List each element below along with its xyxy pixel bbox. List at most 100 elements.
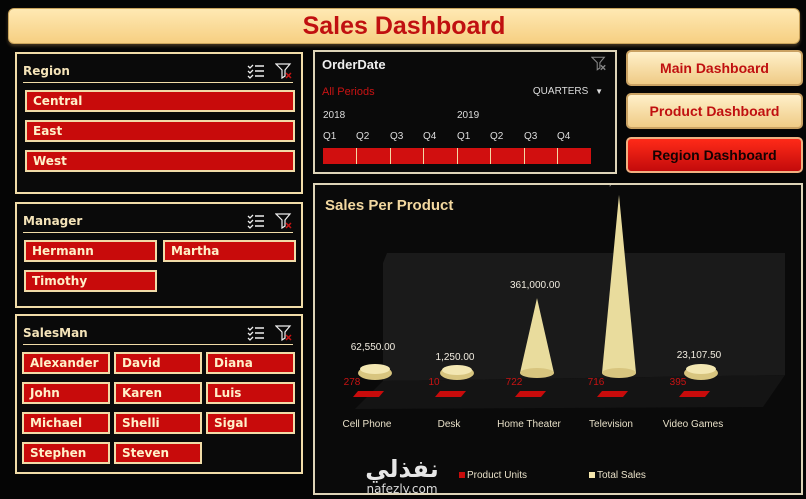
multi-select-icon[interactable] xyxy=(247,63,265,79)
category-label: Desk xyxy=(438,419,462,430)
quarter-label: Q1 xyxy=(457,131,471,142)
total-sales-label: 857,768.00 xyxy=(592,185,642,188)
salesman-item-alexander[interactable]: Alexander xyxy=(22,352,110,374)
category-label: Video Games xyxy=(663,419,723,430)
region-slicer-title: Region xyxy=(23,64,70,78)
total-sales-cone-base xyxy=(602,368,636,378)
year-2019: 2019 xyxy=(457,110,480,121)
salesman-item-luis[interactable]: Luis xyxy=(206,382,295,404)
svg-text:نفذلي: نفذلي xyxy=(365,455,438,483)
quarter-label: Q2 xyxy=(356,131,370,142)
salesman-item-karen[interactable]: Karen xyxy=(114,382,202,404)
manager-slicer-header: Manager xyxy=(23,210,293,233)
legend-swatch-sales xyxy=(589,472,595,478)
salesman-item-john[interactable]: John xyxy=(22,382,110,404)
product-units-label: 722 xyxy=(506,377,523,388)
product-units-mark xyxy=(353,391,384,397)
time-level-label: QUARTERS xyxy=(532,86,589,97)
manager-slicer-title: Manager xyxy=(23,214,83,228)
category-label: Home Theater xyxy=(497,419,561,430)
salesman-item-shelli[interactable]: Shelli xyxy=(114,412,202,434)
region-dashboard-button[interactable]: Region Dashboard xyxy=(626,137,803,173)
manager-item-martha[interactable]: Martha xyxy=(163,240,296,262)
total-sales-label: 1,250.00 xyxy=(436,352,475,363)
product-units-mark xyxy=(435,391,466,397)
chart-plot: 278 62,550.00 Cell Phone 10 1,250.00 Desk 722 3… xyxy=(343,185,785,481)
dropdown-arrow-icon: ▼ xyxy=(595,87,603,96)
main-dashboard-button[interactable]: Main Dashboard xyxy=(626,50,803,86)
timeline-period-bar[interactable] xyxy=(323,148,591,164)
category-label: Cell Phone xyxy=(343,419,392,430)
quarter-label: Q4 xyxy=(423,131,437,142)
salesman-item-sigal[interactable]: Sigal xyxy=(206,412,295,434)
clear-filter-icon[interactable] xyxy=(275,325,293,341)
salesman-slicer-title: SalesMan xyxy=(23,326,88,340)
product-units-label: 395 xyxy=(670,377,687,388)
salesman-item-stephen[interactable]: Stephen xyxy=(22,442,110,464)
chart-back-wall xyxy=(383,253,785,381)
salesman-slicer-header: SalesMan xyxy=(23,322,293,345)
clear-filter-icon[interactable] xyxy=(591,56,607,71)
quarter-label: Q1 xyxy=(323,131,337,142)
timeline-tick xyxy=(557,148,558,164)
orderdate-title: OrderDate xyxy=(322,57,386,72)
timeline-tick xyxy=(390,148,391,164)
legend-label-units: Product Units xyxy=(467,470,527,481)
orderdate-timeline: OrderDate All Periods QUARTERS ▼ 2018 20… xyxy=(313,50,617,174)
total-sales-cone xyxy=(360,364,390,374)
multi-select-icon[interactable] xyxy=(247,213,265,229)
manager-item-hermann[interactable]: Hermann xyxy=(24,240,157,262)
chart-title: Sales Per Product xyxy=(325,197,454,214)
product-units-label: 278 xyxy=(344,377,361,388)
product-units-mark xyxy=(515,391,546,397)
year-2018: 2018 xyxy=(323,110,346,121)
salesman-item-diana[interactable]: Diana xyxy=(206,352,295,374)
manager-slicer: Manager Hermann Martha Timothy xyxy=(15,202,303,308)
product-dashboard-button[interactable]: Product Dashboard xyxy=(626,93,803,129)
total-sales-cone xyxy=(520,298,554,373)
region-slicer: Region Central East West xyxy=(15,52,303,194)
nafezly-watermark-logo: نفذلي nafezly.com xyxy=(365,455,438,495)
product-units-mark xyxy=(597,391,628,397)
chart-floor xyxy=(355,375,785,409)
quarter-label: Q3 xyxy=(390,131,404,142)
total-sales-cone xyxy=(442,365,472,375)
legend-swatch-units xyxy=(459,472,465,478)
quarter-label: Q4 xyxy=(557,131,571,142)
product-units-label: 10 xyxy=(428,377,440,388)
dashboard-title: Sales Dashboard xyxy=(8,8,800,44)
clear-filter-icon[interactable] xyxy=(275,213,293,229)
sales-per-product-chart: Sales Per Product 278 62,550.00 Cell Phone… xyxy=(313,183,803,495)
multi-select-icon[interactable] xyxy=(247,325,265,341)
product-units-label: 716 xyxy=(588,377,605,388)
time-level-selector[interactable]: QUARTERS ▼ xyxy=(533,86,603,97)
svg-text:nafezly.com: nafezly.com xyxy=(366,482,437,495)
region-item-east[interactable]: East xyxy=(25,120,295,142)
total-sales-label: 62,550.00 xyxy=(351,342,396,353)
total-sales-cone xyxy=(686,364,716,374)
clear-filter-icon[interactable] xyxy=(275,63,293,79)
region-item-west[interactable]: West xyxy=(25,150,295,172)
total-sales-label: 361,000.00 xyxy=(510,280,560,291)
salesman-item-david[interactable]: David xyxy=(114,352,202,374)
legend-label-sales: Total Sales xyxy=(597,470,646,481)
timeline-tick xyxy=(524,148,525,164)
product-units-mark xyxy=(679,391,710,397)
salesman-slicer: SalesMan Alexander David Diana John Kare… xyxy=(15,314,303,474)
salesman-item-michael[interactable]: Michael xyxy=(22,412,110,434)
timeline-tick xyxy=(356,148,357,164)
total-sales-cone xyxy=(602,195,636,373)
salesman-item-steven[interactable]: Steven xyxy=(114,442,202,464)
category-label: Television xyxy=(589,419,633,430)
timeline-tick xyxy=(423,148,424,164)
timeline-tick xyxy=(490,148,491,164)
manager-item-timothy[interactable]: Timothy xyxy=(24,270,157,292)
all-periods-label: All Periods xyxy=(322,86,375,98)
quarter-label: Q2 xyxy=(490,131,504,142)
total-sales-cone-base xyxy=(520,368,554,378)
timeline-tick xyxy=(457,148,458,164)
quarter-label: Q3 xyxy=(524,131,538,142)
total-sales-label: 23,107.50 xyxy=(677,350,722,361)
region-slicer-header: Region xyxy=(23,60,293,83)
region-item-central[interactable]: Central xyxy=(25,90,295,112)
